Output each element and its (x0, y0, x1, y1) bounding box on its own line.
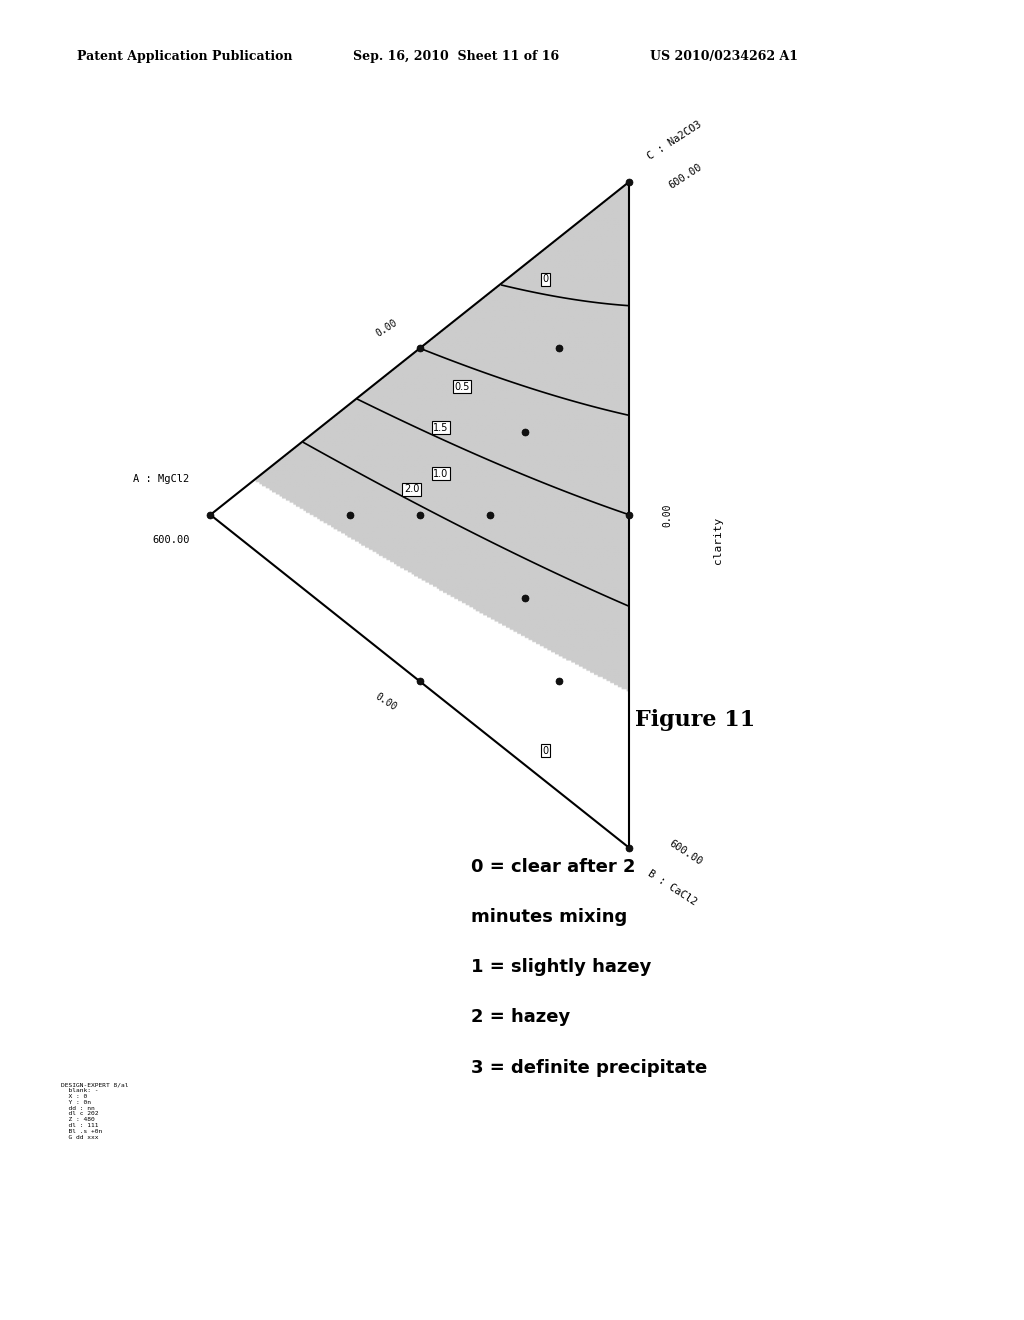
Text: 0.00: 0.00 (663, 503, 673, 527)
Text: 0: 0 (543, 746, 549, 755)
Text: 1.5: 1.5 (433, 422, 449, 433)
Text: A : MgCl2: A : MgCl2 (133, 474, 189, 484)
Text: 600.00: 600.00 (667, 162, 703, 191)
Text: 600.00: 600.00 (667, 838, 703, 867)
Text: Sep. 16, 2010  Sheet 11 of 16: Sep. 16, 2010 Sheet 11 of 16 (353, 50, 559, 63)
Text: B : CaCl2: B : CaCl2 (646, 869, 698, 907)
Text: 0: 0 (543, 275, 549, 284)
Text: 0.00: 0.00 (374, 317, 399, 338)
Text: 2 = hazey: 2 = hazey (471, 1008, 570, 1027)
Text: US 2010/0234262 A1: US 2010/0234262 A1 (650, 50, 799, 63)
Text: C : Na2CO3: C : Na2CO3 (646, 119, 703, 161)
Text: 2.0: 2.0 (403, 484, 419, 494)
Text: clarity: clarity (713, 517, 723, 564)
Text: Figure 11: Figure 11 (635, 709, 755, 731)
Text: Patent Application Publication: Patent Application Publication (77, 50, 292, 63)
Text: 1 = slightly hazey: 1 = slightly hazey (471, 958, 651, 977)
Text: minutes mixing: minutes mixing (471, 908, 628, 927)
Text: 3 = definite precipitate: 3 = definite precipitate (471, 1059, 708, 1077)
Text: 0.5: 0.5 (454, 381, 469, 392)
Text: 600.00: 600.00 (152, 536, 189, 545)
Text: 1.0: 1.0 (433, 469, 449, 479)
Text: 0.00: 0.00 (374, 692, 399, 713)
Text: 0 = clear after 2: 0 = clear after 2 (471, 858, 636, 876)
Text: DESIGN-EXPERT 8/al
  blank: -
  X : 0
  Y : 0n
  dd : nn
  dl c 202
  Z : 480
  : DESIGN-EXPERT 8/al blank: - X : 0 Y : 0n… (61, 1082, 129, 1139)
